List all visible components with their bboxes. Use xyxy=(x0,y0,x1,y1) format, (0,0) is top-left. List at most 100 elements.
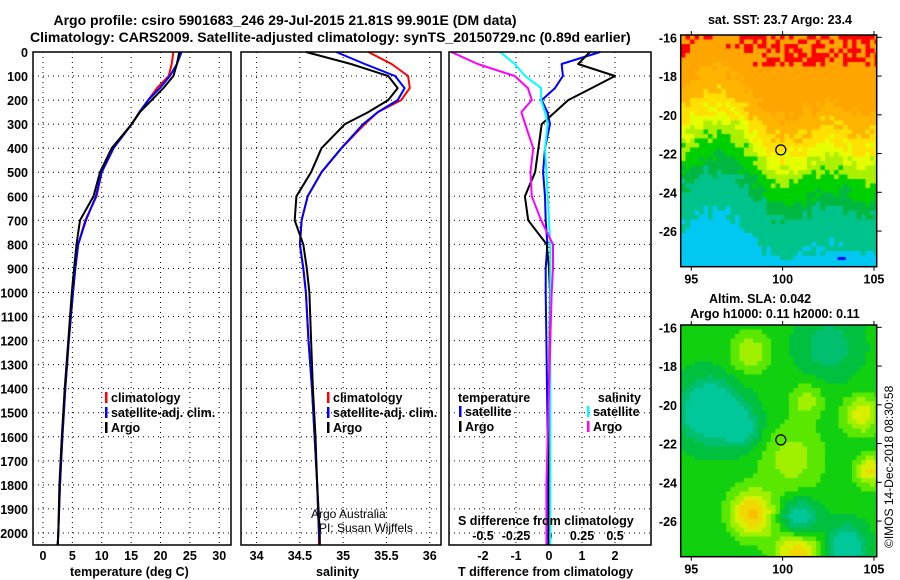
depth-tick-label: 1900 xyxy=(0,503,28,517)
series-line-s-argo xyxy=(450,51,554,545)
salinity-legend-label-argo: Argo xyxy=(333,421,363,435)
x-tick-label: 35.5 xyxy=(374,549,398,563)
diff-t-legend-label-argo: Argo xyxy=(465,420,495,434)
diff-s-legend-swatch-satellite xyxy=(587,406,590,417)
sst-map-panel: 95 100 105 -16 -18 -20 -22 -24 -26 xyxy=(659,31,885,287)
lat-tick-label: -24 xyxy=(659,186,677,200)
x-tick-label: 10 xyxy=(95,549,109,563)
map-frame xyxy=(679,324,878,558)
depth-tick-label: 800 xyxy=(7,238,28,252)
s-tick-label: -0.5 xyxy=(472,529,494,543)
depth-tick-label: 1300 xyxy=(0,359,28,373)
salinity-legend-swatch-climatology xyxy=(327,392,330,403)
s-difference-axis-label: S difference from climatology xyxy=(458,514,634,528)
series-line-argo xyxy=(56,51,181,546)
x-tick-label: 15 xyxy=(124,549,138,563)
series-line-t-argo xyxy=(523,51,616,545)
legend-temperature-heading: temperature xyxy=(458,391,530,405)
depth-tick-label: 900 xyxy=(7,262,28,276)
lon-tick-label: 95 xyxy=(684,563,698,577)
lat-tick-label: -16 xyxy=(659,321,677,335)
lon-tick-label: 105 xyxy=(864,273,885,287)
sla-map-image-wrap xyxy=(680,325,877,557)
s-tick-label: -0.25 xyxy=(502,529,531,543)
x-tick-label: 30 xyxy=(212,549,226,563)
depth-tick-label: 1700 xyxy=(0,455,28,469)
lat-tick-label: -18 xyxy=(659,70,677,84)
series-line-satellite-adj-clim xyxy=(56,51,183,546)
annotation-pi: PI: Susan Wijffels xyxy=(319,521,413,535)
depth-tick-label: 600 xyxy=(7,190,28,204)
lat-tick-label: -18 xyxy=(659,360,677,374)
argo-position-marker xyxy=(775,144,787,156)
depth-tick-label: 1400 xyxy=(0,383,28,397)
diff-t-legend-label-satellite: satellite xyxy=(465,405,512,419)
lat-tick-label: -16 xyxy=(659,31,677,45)
figure-subtitle: Climatology: CARS2009. Satellite-adjuste… xyxy=(30,29,631,45)
lat-tick-label: -22 xyxy=(659,148,677,162)
legend-salinity-heading: salinity xyxy=(598,391,641,405)
map-frame xyxy=(679,34,878,268)
depth-tick-label: 300 xyxy=(7,118,28,132)
plot-frame xyxy=(240,51,442,546)
lat-tick-label: -24 xyxy=(659,476,677,490)
depth-tick-label: 1100 xyxy=(1,311,28,325)
depth-tick-label: 500 xyxy=(7,166,28,180)
temperature-legend-swatch-climatology xyxy=(105,392,108,403)
x-tick-label: 0 xyxy=(546,549,553,563)
sla-map-title: Altim. SLA: 0.042 xyxy=(709,292,811,306)
salinity-axis-label: salinity xyxy=(316,565,359,579)
x-tick-label: -2 xyxy=(477,549,488,563)
temperature-legend-swatch-satellite-adj-clim xyxy=(105,407,108,418)
t-difference-axis-label: T difference from climatology xyxy=(458,565,633,579)
diff-t-legend-swatch-argo xyxy=(459,421,462,432)
lon-tick-label: 95 xyxy=(684,273,698,287)
sla-map-subtitle: Argo h1000: 0.11 h2000: 0.11 xyxy=(690,307,860,321)
x-tick-label: 35 xyxy=(336,549,350,563)
series-line-climatology xyxy=(56,51,175,546)
temperature-panel: 0 5 10 15 20 25 300100200300400500600700800900… xyxy=(0,46,232,563)
temperature-axis-label: temperature (deg C) xyxy=(70,565,189,579)
depth-tick-label: 0 xyxy=(21,46,28,60)
x-tick-label: 0 xyxy=(40,549,47,563)
x-tick-label: 1 xyxy=(579,549,586,563)
depth-tick-label: 1200 xyxy=(0,335,28,349)
sst-map-image xyxy=(680,35,877,267)
depth-tick-label: 1000 xyxy=(0,286,28,300)
diff-s-legend-label-argo: Argo xyxy=(593,420,623,434)
x-tick-label: 2 xyxy=(612,549,619,563)
lat-tick-label: -20 xyxy=(659,109,677,123)
plot-frame xyxy=(32,51,232,546)
x-tick-label: 34 xyxy=(250,549,264,563)
depth-tick-label: 1500 xyxy=(0,407,28,421)
diff-s-legend-swatch-argo xyxy=(587,421,590,432)
lat-tick-label: -26 xyxy=(659,515,677,529)
sst-map-title: sat. SST: 23.7 Argo: 23.4 xyxy=(708,13,852,27)
lon-tick-label: 105 xyxy=(864,563,885,577)
lat-tick-label: -20 xyxy=(659,399,677,413)
lat-tick-label: -22 xyxy=(659,438,677,452)
depth-tick-label: 400 xyxy=(7,142,28,156)
x-tick-label: 5 xyxy=(69,549,76,563)
salinity-legend-swatch-satellite-adj-clim xyxy=(327,407,330,418)
difference-panel: -2 -1 0 1 2-0.5 -0.25 0 0.25 0.5satelliteArgosat… xyxy=(448,51,652,563)
lon-tick-label: 100 xyxy=(772,563,793,577)
argo-position-marker xyxy=(775,434,787,446)
series-line-argo xyxy=(293,51,399,545)
s-tick-label: 0.5 xyxy=(606,529,623,543)
depth-tick-label: 100 xyxy=(7,70,28,84)
depth-tick-label: 2000 xyxy=(0,527,28,541)
diff-t-legend-swatch-satellite xyxy=(459,406,462,417)
lat-tick-label: -26 xyxy=(659,225,677,239)
x-tick-label: 20 xyxy=(154,549,168,563)
s-tick-label: 0.25 xyxy=(570,529,594,543)
lon-tick-label: 100 xyxy=(772,273,793,287)
x-tick-label: -1 xyxy=(510,549,521,563)
x-tick-label: 34.5 xyxy=(288,549,312,563)
x-tick-label: 36 xyxy=(423,549,437,563)
depth-tick-label: 1800 xyxy=(0,479,28,493)
temperature-legend-label-satellite-adj-clim: satellite-adj. clim. xyxy=(111,406,215,420)
series-line-s-satellite xyxy=(499,51,552,545)
temperature-legend-swatch-argo xyxy=(105,422,108,433)
